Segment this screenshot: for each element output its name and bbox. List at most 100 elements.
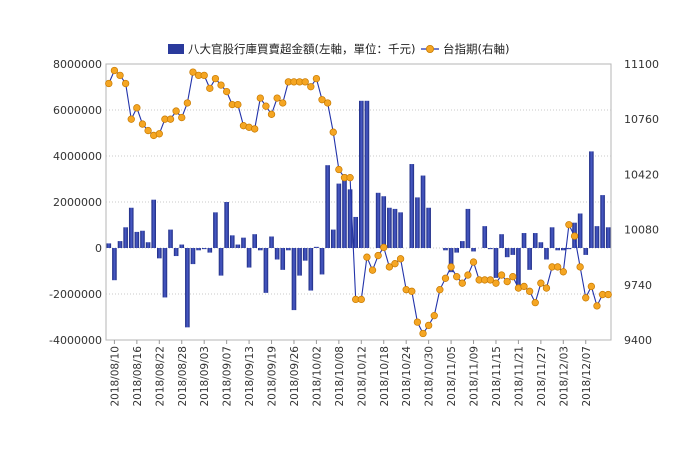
- bar: [218, 248, 224, 276]
- x-tick-label: 2018/09/26: [289, 346, 301, 407]
- line-point: [105, 79, 113, 88]
- line-point: [413, 318, 422, 326]
- bar: [471, 248, 476, 252]
- line-point: [587, 282, 596, 291]
- bar: [302, 248, 308, 261]
- bar: [123, 227, 128, 248]
- line-point: [396, 255, 405, 263]
- line-point: [200, 71, 208, 80]
- bar: [460, 241, 465, 248]
- right-tick-label: 9400: [624, 334, 652, 347]
- x-tick-label: 2018/08/16: [132, 346, 144, 407]
- bar: [151, 199, 156, 248]
- bar: [577, 213, 583, 248]
- bar: [185, 248, 190, 328]
- x-tick-label: 2018/10/24: [401, 346, 413, 407]
- left-tick-label: 4000000: [53, 150, 102, 163]
- bar-series: [106, 100, 611, 328]
- bar: [157, 248, 162, 259]
- line-point: [273, 94, 281, 102]
- bar: [134, 231, 140, 248]
- bar: [106, 243, 112, 248]
- bar: [426, 207, 431, 248]
- line-point: [385, 263, 394, 271]
- line-point: [329, 128, 337, 136]
- bar: [465, 208, 471, 248]
- bar: [594, 226, 600, 248]
- bar: [229, 235, 235, 248]
- bar: [319, 248, 325, 275]
- x-tick-label: 2018/11/21: [513, 346, 525, 407]
- bar: [549, 227, 555, 248]
- line-point: [206, 84, 214, 93]
- bar: [504, 248, 510, 258]
- line-point: [251, 125, 259, 133]
- bar: [168, 229, 173, 248]
- x-tick-label: 2018/10/08: [334, 346, 346, 407]
- bar: [566, 248, 572, 250]
- x-tick-label: 2018/10/30: [424, 346, 436, 407]
- line-point: [391, 260, 399, 268]
- bar: [145, 242, 151, 248]
- bar: [286, 248, 291, 251]
- line-point: [279, 99, 287, 107]
- left-tick-label: 6000000: [53, 104, 102, 117]
- bar: [336, 183, 342, 248]
- line-point: [222, 87, 231, 96]
- x-tick-label: 2018/12/03: [558, 346, 570, 407]
- bar: [325, 165, 330, 248]
- line-point: [419, 329, 427, 338]
- bar: [510, 248, 516, 255]
- line-point: [559, 268, 567, 276]
- line-point: [133, 104, 141, 112]
- line-point: [509, 273, 517, 281]
- line-point: [582, 294, 590, 302]
- line-point: [357, 295, 365, 304]
- bar: [583, 248, 589, 255]
- bar: [308, 248, 314, 291]
- bar: [246, 248, 252, 268]
- bar: [359, 100, 364, 248]
- line-point: [172, 107, 180, 115]
- line-point: [492, 279, 500, 287]
- bar: [353, 216, 358, 248]
- bar: [252, 234, 257, 248]
- line-point: [458, 279, 466, 287]
- bar: [162, 248, 168, 298]
- bar: [605, 227, 611, 248]
- right-tick-label: 10080: [624, 224, 659, 237]
- line-point: [363, 253, 371, 261]
- right-tick-label: 11100: [624, 58, 659, 71]
- left-tick-label: 2000000: [53, 196, 102, 209]
- left-axis: -4000000 -2000000 0 2000000 4000000 6000000 80…: [49, 58, 102, 347]
- line-point: [267, 110, 276, 118]
- bar: [521, 233, 527, 248]
- left-tick-label: -4000000: [49, 334, 102, 347]
- x-tick-label: 2018/11/15: [491, 346, 503, 407]
- line-point: [211, 74, 220, 83]
- line-point: [307, 83, 315, 91]
- x-tick-label: 2018/12/07: [581, 346, 593, 407]
- bar: [235, 244, 241, 248]
- line-point: [318, 96, 326, 104]
- line-point: [189, 68, 197, 76]
- bar: [342, 174, 347, 248]
- line-point: [604, 290, 612, 299]
- left-tick-label: -2000000: [49, 288, 102, 301]
- bar: [314, 246, 319, 248]
- line-point: [531, 299, 539, 307]
- line-point: [127, 115, 135, 123]
- bar: [196, 248, 201, 251]
- bar: [173, 248, 179, 257]
- line-series: [105, 66, 612, 338]
- bar: [589, 151, 594, 248]
- line-point: [368, 266, 377, 274]
- bar: [544, 248, 549, 260]
- line-point: [312, 74, 321, 83]
- line-point: [110, 66, 119, 75]
- bar: [224, 202, 229, 248]
- line-point: [121, 79, 130, 88]
- bar: [443, 248, 448, 251]
- line-point: [166, 115, 175, 123]
- line-point: [554, 263, 562, 271]
